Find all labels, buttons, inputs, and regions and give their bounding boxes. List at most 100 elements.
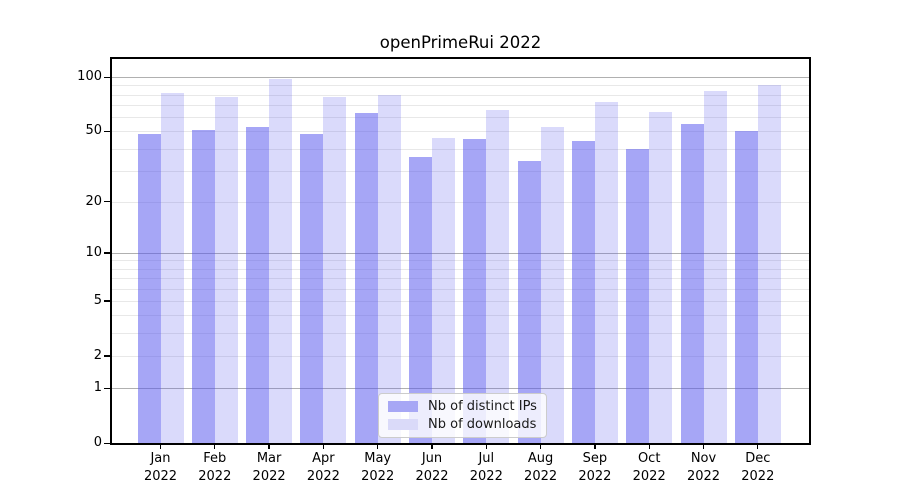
bar-distinct-ips bbox=[626, 148, 650, 443]
minor-gridline bbox=[112, 333, 809, 335]
x-tick-month: Jan bbox=[150, 451, 171, 466]
x-tick-label: Sep 2022 bbox=[567, 450, 623, 486]
major-gridline bbox=[112, 388, 809, 390]
x-tick-mark bbox=[485, 443, 487, 449]
y-tick-mark bbox=[104, 130, 112, 133]
minor-gridline bbox=[112, 300, 809, 302]
y-tick-label: 5 bbox=[93, 292, 102, 308]
x-tick-month: Apr bbox=[312, 451, 335, 466]
bar-downloads bbox=[377, 94, 401, 443]
x-tick-month: Jul bbox=[478, 451, 495, 466]
x-tick-label: Mar 2022 bbox=[241, 450, 297, 486]
y-tick-label: 20 bbox=[85, 193, 102, 209]
x-tick-year: 2022 bbox=[361, 469, 395, 484]
bar-downloads bbox=[649, 111, 673, 443]
minor-gridline bbox=[112, 148, 809, 150]
bar-downloads bbox=[486, 109, 510, 443]
bar-downloads bbox=[323, 96, 347, 443]
minor-gridline bbox=[112, 94, 809, 96]
minor-gridline bbox=[112, 355, 809, 357]
bar-downloads bbox=[432, 137, 455, 443]
x-tick-label: Jun 2022 bbox=[404, 450, 460, 486]
bar-downloads bbox=[269, 78, 293, 443]
bar-downloads bbox=[757, 85, 781, 443]
minor-gridline bbox=[112, 170, 809, 172]
x-tick-label: Jan 2022 bbox=[133, 450, 189, 486]
y-tick-mark bbox=[104, 201, 112, 203]
x-tick-label: Apr 2022 bbox=[295, 450, 351, 486]
legend-label: Nb of downloads bbox=[428, 417, 537, 432]
minor-gridline bbox=[112, 268, 809, 270]
x-tick-month: Aug bbox=[527, 451, 554, 466]
x-tick-mark bbox=[377, 443, 379, 449]
chart-title: openPrimeRui 2022 bbox=[379, 33, 542, 52]
x-tick-year: 2022 bbox=[741, 469, 775, 484]
minor-gridline bbox=[112, 131, 809, 133]
x-tick-mark bbox=[214, 443, 216, 449]
y-tick-mark bbox=[104, 355, 112, 357]
x-tick-year: 2022 bbox=[252, 469, 286, 484]
x-tick-label: Aug 2022 bbox=[513, 450, 569, 486]
legend-row: Nb of distinct IPs bbox=[388, 399, 537, 414]
x-tick-year: 2022 bbox=[578, 469, 612, 484]
y-tick-mark bbox=[104, 300, 112, 302]
bar-distinct-ips bbox=[354, 113, 378, 443]
x-tick-label: Oct 2022 bbox=[621, 450, 677, 486]
x-tick-year: 2022 bbox=[524, 469, 558, 484]
minor-gridline bbox=[112, 85, 809, 87]
major-gridline bbox=[112, 77, 809, 78]
x-tick-month: Nov bbox=[690, 451, 717, 466]
bar-downloads bbox=[703, 90, 727, 443]
bar-downloads bbox=[540, 126, 564, 443]
major-gridline bbox=[112, 252, 809, 254]
y-tick-label: 50 bbox=[85, 123, 102, 139]
x-tick-mark bbox=[159, 443, 162, 449]
legend-row: Nb of downloads bbox=[388, 417, 537, 432]
bar-distinct-ips bbox=[517, 161, 541, 443]
minor-gridline bbox=[112, 315, 809, 317]
bar-distinct-ips bbox=[571, 141, 595, 443]
x-tick-month: Feb bbox=[203, 451, 227, 466]
plot-area: Nb of distinct IPs Nb of downloads bbox=[110, 57, 811, 445]
minor-gridline bbox=[112, 104, 809, 106]
bar-distinct-ips bbox=[409, 156, 432, 443]
y-tick-label: 10 bbox=[85, 244, 102, 260]
x-tick-mark bbox=[322, 443, 325, 449]
minor-gridline bbox=[112, 288, 809, 290]
y-tick-mark bbox=[104, 76, 112, 78]
minor-gridline bbox=[112, 116, 809, 118]
minor-gridline bbox=[112, 260, 809, 262]
x-tick-year: 2022 bbox=[306, 469, 340, 484]
x-tick-year: 2022 bbox=[198, 469, 232, 484]
x-tick-label: Nov 2022 bbox=[676, 450, 732, 486]
y-tick-mark bbox=[104, 387, 112, 389]
x-tick-label: Feb 2022 bbox=[187, 450, 243, 486]
x-tick-label: Jul 2022 bbox=[458, 450, 514, 486]
x-tick-mark bbox=[702, 443, 705, 449]
bar-distinct-ips bbox=[246, 126, 270, 443]
x-tick-label: May 2022 bbox=[350, 450, 406, 486]
legend-label: Nb of distinct IPs bbox=[428, 399, 537, 414]
bar-distinct-ips bbox=[680, 123, 704, 443]
y-tick-label: 0 bbox=[93, 435, 102, 450]
x-tick-mark bbox=[268, 443, 270, 449]
bar-distinct-ips bbox=[191, 129, 215, 443]
bar-downloads bbox=[594, 101, 618, 443]
x-tick-month: Jun bbox=[421, 451, 443, 466]
y-tick-label: 100 bbox=[77, 69, 102, 84]
x-tick-label: Dec 2022 bbox=[730, 450, 786, 486]
x-tick-month: Oct bbox=[637, 451, 661, 466]
x-tick-mark bbox=[431, 443, 433, 449]
bar-distinct-ips bbox=[137, 134, 161, 443]
x-tick-year: 2022 bbox=[632, 469, 666, 484]
x-tick-month: Mar bbox=[256, 451, 282, 466]
minor-gridline bbox=[112, 201, 809, 203]
y-tick-label: 1 bbox=[93, 380, 102, 396]
x-tick-month: Sep bbox=[582, 451, 608, 466]
legend-swatch bbox=[388, 419, 418, 430]
y-tick-mark bbox=[104, 252, 112, 254]
y-tick-label: 2 bbox=[93, 347, 102, 363]
bar-downloads bbox=[160, 92, 184, 443]
x-tick-month: May bbox=[364, 451, 392, 466]
